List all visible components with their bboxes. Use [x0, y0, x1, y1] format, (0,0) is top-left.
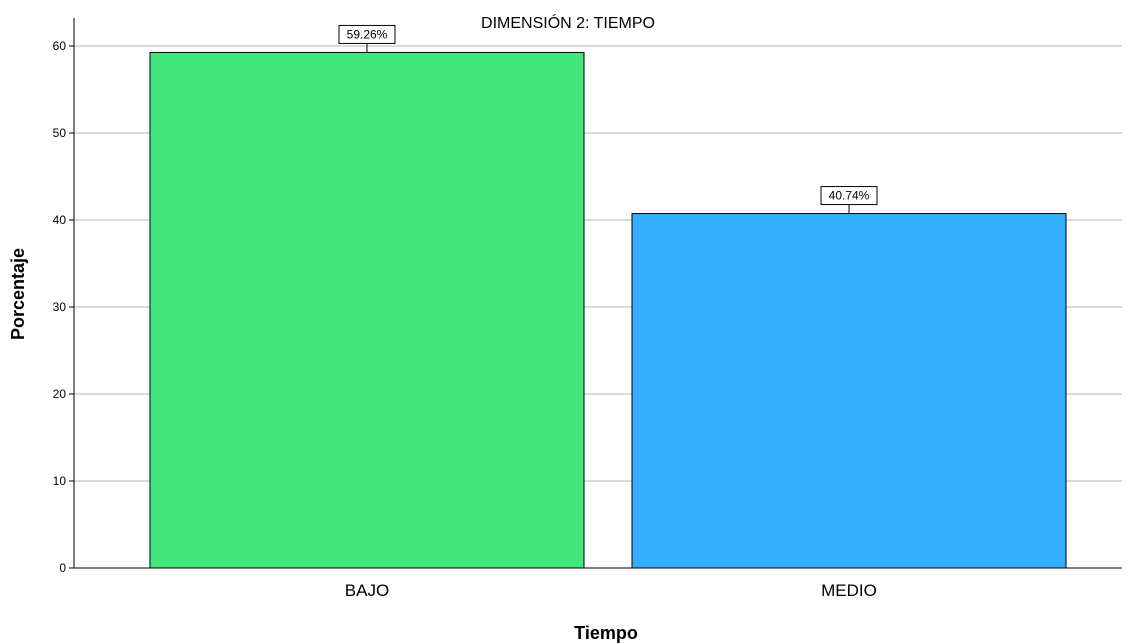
- y-tick-label: 50: [53, 126, 67, 140]
- x-axis-title: Tiempo: [574, 623, 638, 643]
- y-tick-label: 60: [53, 39, 67, 53]
- x-tick-label: MEDIO: [821, 581, 877, 600]
- y-tick-label: 40: [53, 213, 67, 227]
- y-tick-label: 10: [53, 474, 67, 488]
- data-label: 59.26%: [347, 27, 388, 41]
- y-tick-label: 0: [59, 561, 66, 575]
- y-tick-labels: 0 10 20 30 40 50 60: [53, 39, 67, 575]
- axes: [69, 18, 1122, 569]
- y-tick-label: 20: [53, 387, 67, 401]
- bars: [149, 51, 1067, 569]
- y-axis-title: Porcentaje: [8, 248, 28, 340]
- data-label: 40.74%: [829, 189, 870, 203]
- bar-medio: [631, 213, 1067, 569]
- x-tick-label: BAJO: [345, 581, 389, 600]
- y-tick-label: 30: [53, 300, 67, 314]
- data-label-box: [820, 186, 878, 206]
- bar-bajo: [149, 51, 585, 569]
- data-labels: 59.26% 40.74%: [338, 24, 878, 214]
- data-label-box: [338, 24, 396, 44]
- chart-title: DIMENSIÓN 2: TIEMPO: [481, 13, 655, 32]
- x-tick-labels: BAJO MEDIO: [345, 581, 877, 600]
